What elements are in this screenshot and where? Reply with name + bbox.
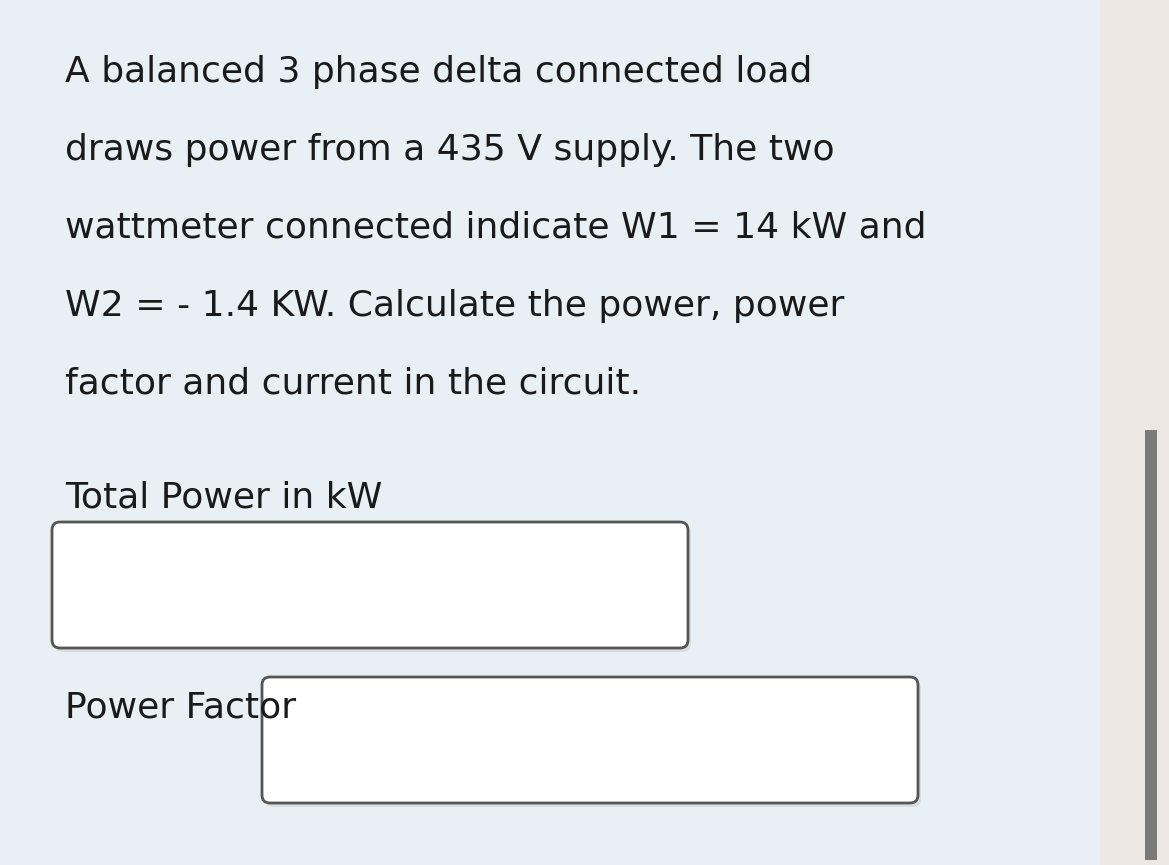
Text: Total Power in kW: Total Power in kW xyxy=(65,480,382,514)
Text: Power Factor: Power Factor xyxy=(65,690,296,724)
Bar xyxy=(1144,430,1157,860)
Bar xyxy=(1100,0,1169,865)
Text: W2 = - 1.4 KW. Calculate the power, power: W2 = - 1.4 KW. Calculate the power, powe… xyxy=(65,289,844,323)
FancyBboxPatch shape xyxy=(265,681,921,807)
Text: draws power from a 435 V supply. The two: draws power from a 435 V supply. The two xyxy=(65,133,835,167)
FancyBboxPatch shape xyxy=(55,526,691,652)
FancyBboxPatch shape xyxy=(51,522,689,648)
FancyBboxPatch shape xyxy=(262,677,918,803)
Text: wattmeter connected indicate W1 = 14 kW and: wattmeter connected indicate W1 = 14 kW … xyxy=(65,211,927,245)
Text: factor and current in the circuit.: factor and current in the circuit. xyxy=(65,367,641,401)
Text: A balanced 3 phase delta connected load: A balanced 3 phase delta connected load xyxy=(65,55,812,89)
